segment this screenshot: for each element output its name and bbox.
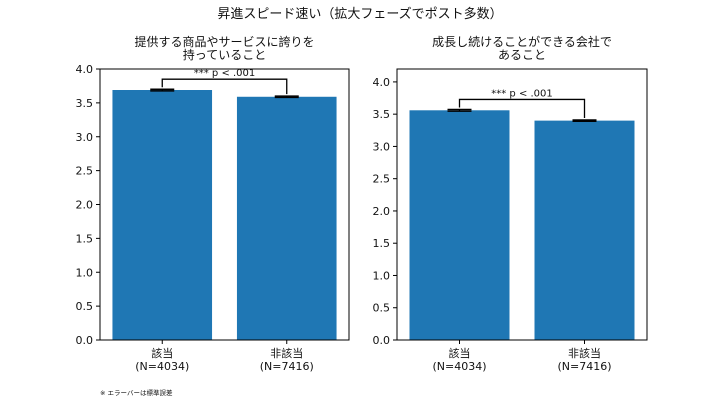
chart-title: あること [498, 48, 546, 62]
y-tick-label: 2.0 [76, 199, 94, 212]
footnote: ※ エラーバーは標準誤差 [100, 388, 173, 397]
chart-title: 持っていること [183, 47, 266, 62]
y-tick-label: 1.0 [76, 266, 94, 279]
y-tick-label: 2.5 [373, 173, 391, 186]
y-tick-label: 3.5 [373, 108, 391, 121]
figure-title: 昇進スピード速い（拡大フェーズでポスト多数） [217, 6, 502, 22]
y-tick-label: 0.5 [76, 300, 94, 313]
charts: 提供する商品やサービスに誇りを持っていること該当(N=4034)非該当(N=74… [76, 34, 648, 373]
bar-2 [534, 120, 635, 340]
y-tick-label: 3.5 [76, 97, 94, 110]
significance-bracket [458, 98, 586, 118]
y-tick-label: 4.0 [373, 76, 391, 89]
significance-bracket [161, 78, 288, 95]
significance-label: *** p < .001 [491, 88, 553, 99]
y-tick-label: 0.5 [373, 302, 391, 315]
x-tick-label: 該当 [449, 346, 471, 360]
bar-1 [112, 90, 213, 340]
chart-title: 提供する商品やサービスに誇りを [134, 34, 314, 49]
y-tick-label: 0.0 [373, 334, 391, 347]
significance-label: *** p < .001 [194, 68, 256, 79]
y-tick-label: 1.5 [373, 237, 391, 250]
bar-1 [409, 110, 510, 341]
y-tick-label: 2.5 [76, 165, 94, 178]
y-tick-label: 1.0 [373, 269, 391, 282]
plot-frame [396, 68, 648, 341]
x-tick-label: 非該当 [568, 346, 601, 360]
x-tick-label: (N=4034) [135, 360, 189, 373]
y-tick-label: 1.5 [76, 232, 94, 245]
y-tick-label: 3.0 [373, 140, 391, 153]
x-tick-label: (N=4034) [432, 360, 486, 373]
x-tick-label: (N=7416) [557, 360, 611, 373]
chart-title: 成長し続けることができる会社で [432, 34, 612, 49]
x-tick-label: 該当 [151, 346, 173, 360]
x-tick-label: 非該当 [270, 346, 303, 360]
bar-2 [236, 96, 337, 340]
y-tick-label: 4.0 [76, 63, 94, 76]
x-tick-label: (N=7416) [260, 360, 314, 373]
y-tick-label: 2.0 [373, 205, 391, 218]
y-tick-label: 3.0 [76, 131, 94, 144]
y-tick-label: 0.0 [76, 334, 94, 347]
